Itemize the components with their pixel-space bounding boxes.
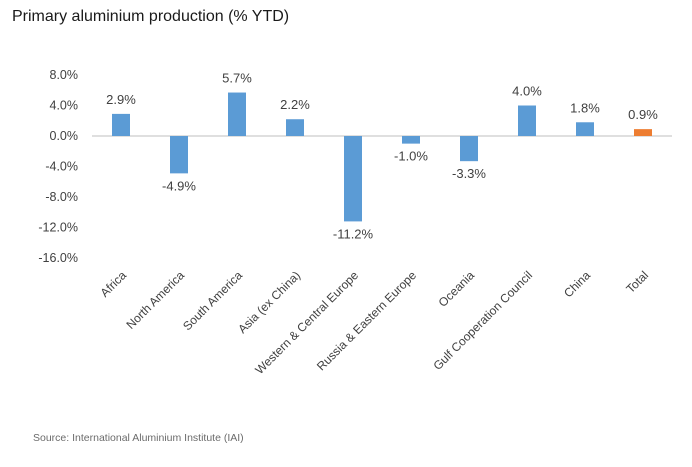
data-label: 2.9% [106,92,136,107]
data-label: 1.8% [570,100,600,115]
x-tick-label: China [561,268,593,300]
bar-series [112,92,652,222]
x-tick-label: Total [623,268,651,296]
data-labels: 2.9% -4.9% 5.7% 2.2% -11.2% -1.0% -3.3% 4.0% 1.8… [106,71,658,242]
bar-total [634,129,652,136]
bar-asia-ex-china- [286,119,304,136]
y-axis: 8.0% 4.0% 0.0% -4.0% -8.0% -12.0% -16.0% [38,68,78,265]
x-tick-label: Africa [98,268,130,300]
bar-russia-eastern-europe [402,136,420,144]
data-label: -11.2% [333,226,374,241]
y-tick-label: -12.0% [38,221,78,235]
x-tick-label: North America [123,268,187,332]
bar-africa [112,113,130,136]
bar-oceania [460,136,478,162]
chart-title: Primary aluminium production (% YTD) [12,8,290,25]
y-tick-label: -8.0% [45,190,78,204]
data-label: -3.3% [452,166,486,181]
y-tick-label: -4.0% [45,160,78,174]
data-label: 0.9% [628,107,658,122]
x-tick-label: South America [180,268,245,333]
bar-western-central-europe [344,136,362,222]
y-tick-label: -16.0% [38,251,78,265]
y-tick-label: 4.0% [50,99,79,113]
bar-china [576,122,594,136]
bar-gulf-cooperation-council [518,105,536,136]
x-tick-label: Russia & Eastern Europe [314,268,419,373]
y-tick-label: 0.0% [50,129,79,143]
data-label: -4.9% [162,178,196,193]
x-tick-label: Western & Central Europe [252,268,361,377]
x-tick-label: Oceania [436,268,478,310]
data-label: 2.2% [280,97,310,112]
source-note: Source: International Aluminium Institut… [33,432,244,444]
bar-north-america [170,136,188,174]
x-tick-label: Gulf Cooperation Council [430,268,535,373]
bar-south-america [228,92,246,136]
y-tick-label: 8.0% [50,68,79,82]
data-label: 5.7% [222,71,252,86]
data-label: -1.0% [394,149,428,164]
data-label: 4.0% [512,84,542,99]
